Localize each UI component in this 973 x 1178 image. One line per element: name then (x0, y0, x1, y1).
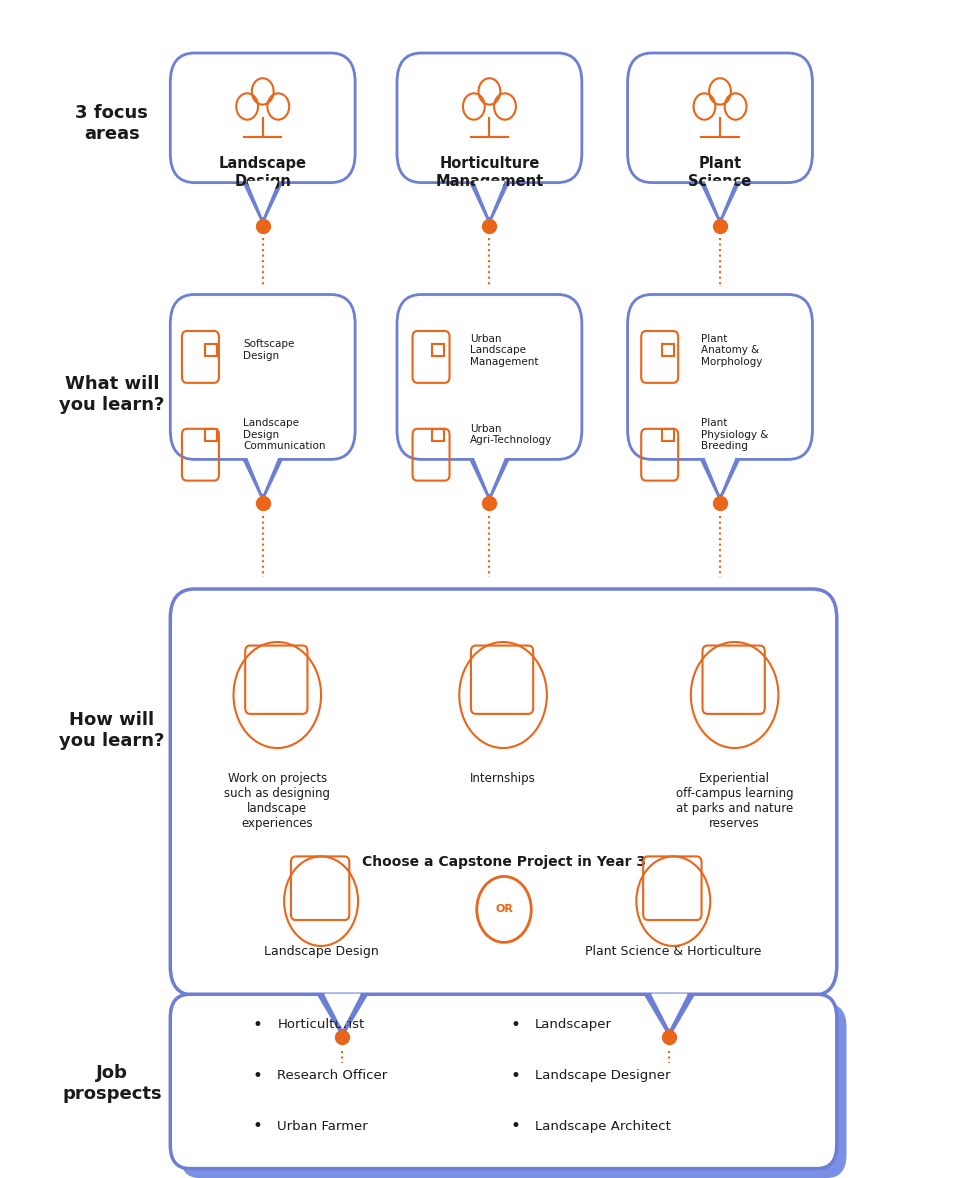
Text: Urban
Landscape
Management: Urban Landscape Management (470, 333, 538, 366)
Polygon shape (652, 994, 687, 1028)
Text: OR: OR (495, 905, 513, 914)
Text: How will
you learn?: How will you learn? (59, 712, 164, 749)
Text: Plant Science & Horticulture: Plant Science & Horticulture (585, 945, 762, 958)
FancyBboxPatch shape (170, 294, 355, 459)
FancyBboxPatch shape (170, 53, 355, 183)
Text: •: • (511, 1015, 521, 1034)
Polygon shape (470, 183, 509, 224)
Polygon shape (243, 183, 282, 224)
Polygon shape (705, 458, 735, 494)
Text: •: • (253, 1015, 263, 1034)
Polygon shape (701, 459, 739, 501)
Text: Horticulture
Management: Horticulture Management (435, 157, 544, 188)
FancyBboxPatch shape (628, 294, 812, 459)
Text: Landscape Architect: Landscape Architect (535, 1119, 671, 1133)
Text: What will
you learn?: What will you learn? (59, 376, 164, 413)
Polygon shape (325, 994, 360, 1028)
Text: Job
prospects: Job prospects (62, 1065, 162, 1103)
Text: Landscape
Design: Landscape Design (219, 157, 306, 188)
Text: Landscaper: Landscaper (535, 1018, 612, 1032)
Polygon shape (705, 181, 735, 217)
Text: Plant
Physiology &
Breeding: Plant Physiology & Breeding (701, 418, 768, 451)
Text: Landscape Design: Landscape Design (264, 945, 378, 958)
FancyBboxPatch shape (170, 589, 837, 995)
Text: Urban Farmer: Urban Farmer (277, 1119, 368, 1133)
Text: Research Officer: Research Officer (277, 1068, 387, 1083)
Polygon shape (645, 995, 694, 1037)
Text: Plant
Anatomy &
Morphology: Plant Anatomy & Morphology (701, 333, 762, 366)
Text: Work on projects
such as designing
landscape
experiences: Work on projects such as designing lands… (225, 772, 330, 829)
Text: •: • (253, 1066, 263, 1085)
Polygon shape (475, 181, 504, 217)
Polygon shape (475, 458, 504, 494)
FancyBboxPatch shape (628, 53, 812, 183)
FancyBboxPatch shape (397, 294, 582, 459)
Text: Landscape Designer: Landscape Designer (535, 1068, 670, 1083)
Text: Horticulturist: Horticulturist (277, 1018, 365, 1032)
Polygon shape (318, 995, 367, 1037)
Text: Experiential
off-campus learning
at parks and nature
reserves: Experiential off-campus learning at park… (676, 772, 793, 829)
Polygon shape (701, 183, 739, 224)
Text: Urban
Agri-Technology: Urban Agri-Technology (470, 424, 553, 445)
Polygon shape (470, 459, 509, 501)
Text: Plant
Science: Plant Science (688, 157, 752, 188)
Text: •: • (511, 1066, 521, 1085)
FancyBboxPatch shape (170, 994, 837, 1169)
Polygon shape (248, 181, 277, 217)
Polygon shape (243, 459, 282, 501)
Text: Choose a Capstone Project in Year 3: Choose a Capstone Project in Year 3 (362, 855, 646, 869)
FancyBboxPatch shape (180, 1004, 847, 1178)
Text: •: • (253, 1117, 263, 1136)
FancyBboxPatch shape (397, 53, 582, 183)
Text: Landscape
Design
Communication: Landscape Design Communication (243, 418, 326, 451)
Text: 3 focus
areas: 3 focus areas (76, 105, 148, 143)
Text: •: • (511, 1117, 521, 1136)
Polygon shape (248, 458, 277, 494)
Text: Internships: Internships (470, 772, 536, 785)
Text: Softscape
Design: Softscape Design (243, 339, 295, 360)
